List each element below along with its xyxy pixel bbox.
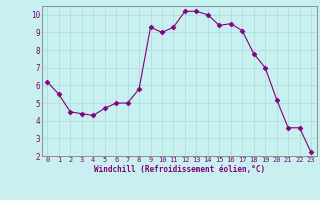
X-axis label: Windchill (Refroidissement éolien,°C): Windchill (Refroidissement éolien,°C) xyxy=(94,165,265,174)
